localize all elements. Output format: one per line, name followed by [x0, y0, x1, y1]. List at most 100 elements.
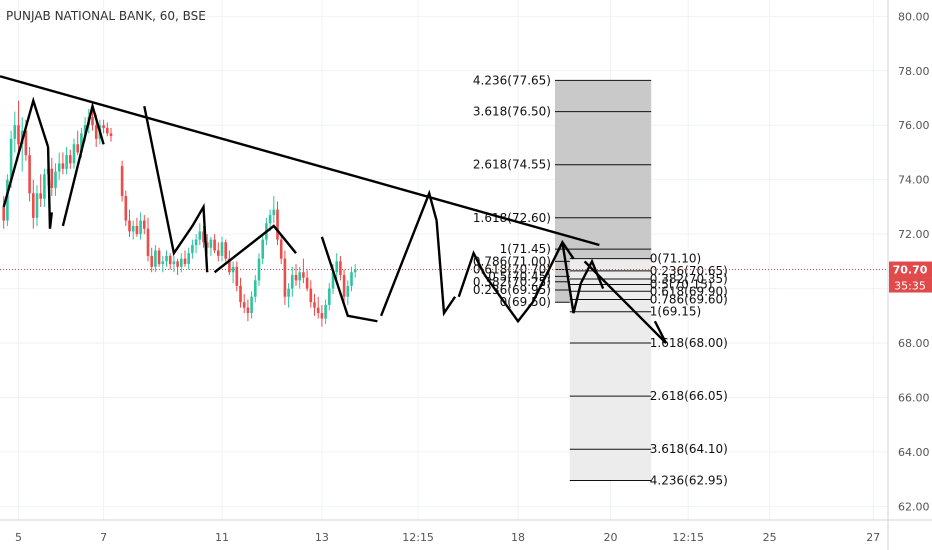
- candle: [213, 234, 216, 254]
- candle-body: [279, 239, 283, 259]
- candle-body: [305, 277, 309, 289]
- candle-body: [161, 261, 165, 265]
- candle-body: [246, 307, 250, 314]
- fib-zone: [569, 258, 652, 481]
- time-tick-label: 20: [604, 531, 618, 544]
- candle: [339, 255, 342, 281]
- price-tick-label: 80.00: [898, 10, 930, 23]
- candle: [57, 152, 61, 180]
- candle: [209, 236, 213, 256]
- fib-level-label: 3.618(76.50): [473, 105, 551, 119]
- candle: [13, 111, 17, 153]
- candle-body: [76, 144, 79, 153]
- candle-body: [176, 261, 179, 267]
- candle: [220, 236, 224, 262]
- zigzag-arrow: [46, 146, 53, 229]
- countdown-badge: 35:35: [889, 277, 932, 293]
- price-tick-label: 62.00: [898, 500, 930, 513]
- candle-body: [346, 285, 350, 297]
- zigzag-arrow: [320, 236, 378, 323]
- candle: [69, 149, 72, 169]
- fib-level-label: 2.618(74.55): [473, 158, 551, 172]
- candle-body: [124, 196, 128, 221]
- candle: [261, 234, 264, 265]
- candle-body: [157, 250, 161, 265]
- candle-body: [94, 125, 98, 139]
- candle: [313, 294, 316, 316]
- candle-body: [320, 313, 324, 319]
- time-tick-label: 25: [763, 531, 777, 544]
- candle-body: [261, 239, 264, 259]
- candle: [176, 258, 179, 275]
- candle-body: [54, 171, 57, 188]
- fib-level-label: 0.618(70.70): [473, 263, 551, 277]
- candle: [194, 234, 198, 254]
- candle: [150, 247, 153, 273]
- candle: [120, 160, 124, 202]
- candle-body: [250, 296, 253, 314]
- fib-level-label: 0.5(70.45): [488, 269, 551, 283]
- candle-body: [242, 302, 246, 308]
- candle-body: [72, 144, 76, 164]
- candle-body: [150, 255, 153, 267]
- candle-body: [128, 220, 131, 232]
- countdown-badge-bg: [889, 277, 932, 293]
- candle: [283, 250, 287, 305]
- candle-body: [257, 258, 261, 281]
- candle-body: [139, 220, 142, 235]
- candle-body: [298, 272, 301, 281]
- candle: [257, 253, 261, 286]
- candle: [180, 253, 183, 273]
- fib-level-label: 4.236(77.65): [473, 73, 551, 87]
- time-tick-label: 13: [315, 531, 329, 544]
- candle: [76, 130, 79, 156]
- fib-level-label: 0(71.10): [650, 252, 701, 266]
- candle-body: [135, 225, 139, 235]
- candle-body: [102, 125, 105, 128]
- candle: [287, 283, 290, 308]
- zigzag-arrow: [61, 101, 105, 227]
- candle: [320, 304, 324, 327]
- candle-body: [180, 258, 183, 267]
- candle-body: [24, 130, 28, 156]
- candle-body: [309, 288, 313, 303]
- zigzag-arrow: [583, 260, 668, 344]
- fib-extension-lower[interactable]: 0(71.10)0.236(70.65)0.382(70.35)0.5(70.1…: [569, 252, 728, 488]
- candle-body: [302, 272, 305, 278]
- candle-body: [209, 239, 213, 248]
- price-tick-label: 78.00: [898, 65, 930, 78]
- candle: [172, 255, 176, 273]
- candle-body: [187, 253, 190, 265]
- candle: [235, 261, 239, 292]
- candle: [316, 296, 320, 319]
- zigzag-arrow: [191, 202, 209, 273]
- drawings[interactable]: [0, 75, 668, 344]
- candle-body: [28, 155, 31, 194]
- candle: [202, 225, 205, 248]
- candle: [35, 185, 39, 226]
- price-tick-label: 72.00: [898, 228, 930, 241]
- candle-body: [109, 133, 113, 137]
- zigzag-arrow: [379, 189, 438, 317]
- candle: [346, 280, 350, 305]
- candle-body: [61, 163, 65, 169]
- candle-body: [43, 174, 46, 199]
- candle-body: [168, 255, 172, 265]
- candle-body: [335, 261, 338, 273]
- candle: [198, 223, 202, 246]
- candle-body: [353, 269, 357, 273]
- candle: [242, 294, 246, 314]
- candle-body: [146, 228, 150, 256]
- candle: [228, 250, 231, 275]
- candle: [353, 264, 357, 278]
- price-tick-label: 68.00: [898, 337, 930, 350]
- zigzag-arrow: [435, 220, 457, 317]
- candle: [72, 138, 76, 169]
- candle: [335, 253, 338, 281]
- time-axis[interactable]: 5 7 11 13 12:15 18 20 12:15 25 27: [15, 531, 880, 544]
- candle: [272, 196, 276, 224]
- candle-body: [50, 168, 54, 188]
- zigzag-arrow: [143, 105, 194, 257]
- fib-level-label: 0.236(70.65): [650, 264, 728, 278]
